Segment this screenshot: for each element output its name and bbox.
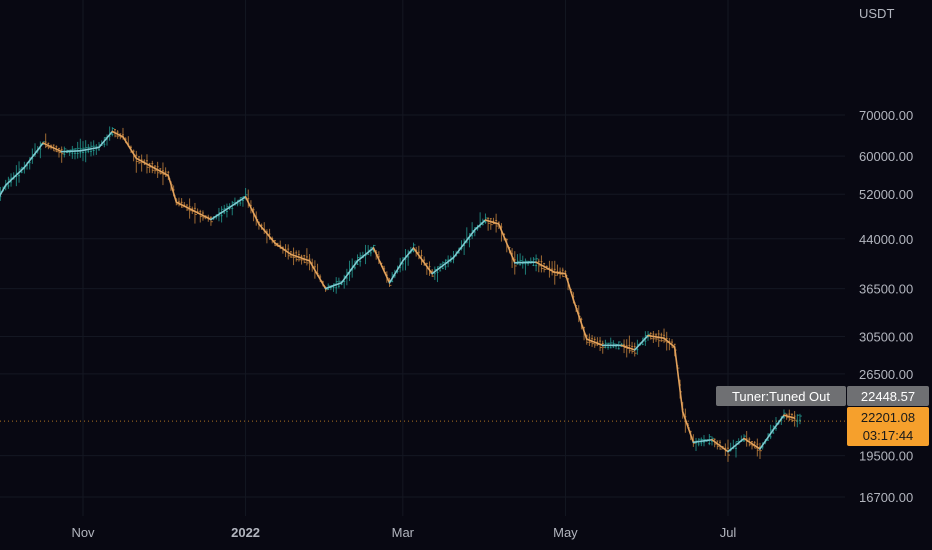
tuner-line-segment bbox=[452, 229, 476, 259]
tuner-line-segment bbox=[98, 130, 114, 149]
grid bbox=[0, 0, 845, 516]
tuner-line-segment bbox=[258, 223, 276, 244]
y-tick-label: 19500.00 bbox=[859, 449, 913, 464]
y-tick-label: 60000.00 bbox=[859, 149, 913, 164]
y-tick-label: 16700.00 bbox=[859, 490, 913, 505]
tuner-line-segment bbox=[412, 247, 433, 275]
tuner-line-segment bbox=[553, 271, 567, 275]
y-tick-label: 44000.00 bbox=[859, 232, 913, 247]
tuner-line-segment bbox=[513, 261, 537, 264]
last-price: 22201.08 bbox=[861, 410, 915, 425]
tuner-line-segment bbox=[692, 438, 713, 444]
tuner-line-segment bbox=[564, 272, 575, 301]
tuner-line-segment bbox=[244, 196, 260, 225]
tuner-line-segment bbox=[167, 174, 178, 203]
tuner-line-segment bbox=[122, 136, 138, 160]
tuner-line-segment bbox=[135, 157, 156, 170]
tuner-line-segment bbox=[473, 219, 487, 231]
x-tick-label: Mar bbox=[392, 525, 415, 540]
tuner-line-segment bbox=[620, 344, 636, 351]
last-price-tag bbox=[847, 407, 929, 446]
tuner-line-segment bbox=[210, 206, 231, 221]
tuner-line-segment bbox=[572, 298, 588, 340]
tuner-line-segment bbox=[79, 146, 100, 152]
axes: 70000.00 60000.00 52000.00 44000.00 36500.00… bbox=[0, 108, 913, 540]
tuner-line-segment bbox=[324, 281, 343, 290]
tuner-line-segment bbox=[42, 142, 63, 153]
tuner-line-segment bbox=[497, 223, 516, 264]
tuner-line-segment bbox=[356, 247, 375, 262]
tuner-line-segment bbox=[772, 414, 785, 431]
tuner-line-segment bbox=[274, 242, 292, 256]
indicator-label: Tuner:Tuned Out bbox=[732, 389, 830, 404]
tuner-line-segment bbox=[743, 437, 761, 450]
tuner-line-segment bbox=[783, 414, 796, 419]
currency-label: USDT bbox=[859, 6, 894, 21]
tuner-line bbox=[0, 130, 796, 453]
x-tick-label: 2022 bbox=[231, 525, 260, 540]
tuner-line-segment bbox=[431, 256, 455, 275]
tuner-line-segment bbox=[290, 253, 311, 262]
tuner-line-segment bbox=[402, 247, 415, 262]
tuner-line-segment bbox=[228, 196, 247, 209]
tuner-line-segment bbox=[673, 346, 684, 413]
tuner-line-segment bbox=[154, 167, 170, 177]
indicator-value: 22448.57 bbox=[861, 389, 915, 404]
tuner-line-segment bbox=[23, 142, 44, 169]
tuner-line-segment bbox=[4, 166, 26, 186]
tuner-line-segment bbox=[308, 260, 327, 290]
y-tick-label: 52000.00 bbox=[859, 187, 913, 202]
tuner-line-segment bbox=[647, 334, 665, 340]
x-tick-label: May bbox=[553, 525, 578, 540]
tuner-line-segment bbox=[340, 260, 359, 284]
price-tags: Tuner:Tuned Out 22448.57 22201.08 03:17:… bbox=[716, 386, 929, 446]
tuner-line-segment bbox=[727, 437, 745, 453]
tuner-line-segment bbox=[585, 338, 604, 347]
tuner-line-segment bbox=[388, 260, 404, 284]
bar-countdown: 03:17:44 bbox=[863, 428, 914, 443]
indicator-value-tag bbox=[847, 386, 929, 406]
tuner-line-segment bbox=[535, 261, 556, 274]
x-tick-label: Jul bbox=[720, 525, 737, 540]
tuner-line-segment bbox=[759, 428, 775, 450]
tuner-line-segment bbox=[711, 438, 729, 453]
indicator-label-tag bbox=[716, 386, 846, 406]
x-tick-label: Nov bbox=[71, 525, 95, 540]
tuner-line-segment bbox=[111, 130, 124, 138]
tuner-line-segment bbox=[633, 334, 649, 351]
y-tick-label: 26500.00 bbox=[859, 367, 913, 382]
tuner-line-segment bbox=[484, 219, 500, 225]
tuner-line-segment bbox=[372, 247, 391, 284]
tuner-line-segment bbox=[681, 410, 695, 444]
tuner-line-segment bbox=[60, 150, 82, 153]
y-tick-label: 36500.00 bbox=[859, 282, 913, 297]
tuner-line-segment bbox=[191, 209, 212, 221]
y-tick-label: 30500.00 bbox=[859, 329, 913, 344]
tuner-line-segment bbox=[0, 184, 7, 197]
candles bbox=[0, 126, 802, 462]
y-tick-label: 70000.00 bbox=[859, 108, 913, 123]
tuner-line-segment bbox=[175, 201, 194, 211]
tuner-line-segment bbox=[663, 337, 676, 348]
